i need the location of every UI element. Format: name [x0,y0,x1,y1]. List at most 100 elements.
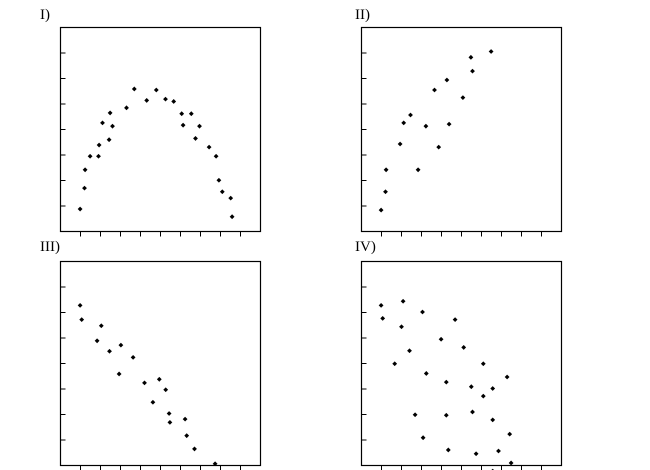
data-point-4-14 [445,447,451,453]
data-point-3-9 [142,380,147,386]
data-point-4-28 [508,460,514,466]
data-point-4-27 [507,431,513,437]
data-point-3-6 [116,371,122,377]
data-point-4-23 [490,386,496,391]
data-point-3-8 [130,354,136,360]
data-point-1-18 [180,122,186,128]
data-point-3-7 [118,342,124,348]
panel-label-4: IV) [355,239,376,255]
data-point-2-3 [383,167,389,173]
data-point-1-1 [77,206,83,212]
data-point-4-17 [468,384,474,390]
data-point-1-9 [107,110,113,116]
plot-frame-4 [360,260,563,467]
data-point-4-2 [380,315,386,321]
data-point-2-10 [436,144,442,150]
data-point-4-6 [407,348,412,354]
data-point-2-14 [468,54,474,60]
data-point-1-4 [87,153,93,159]
plot-frame-3 [59,260,262,467]
data-point-4-22 [490,417,496,423]
data-point-4-8 [420,435,426,441]
data-point-1-26 [228,195,234,201]
data-point-3-12 [163,387,169,393]
data-point-4-3 [392,361,398,367]
data-point-2-13 [460,95,466,101]
data-point-1-22 [206,144,212,150]
data-point-3-2 [79,317,85,323]
data-point-1-3 [82,167,88,173]
data-point-3-4 [98,323,104,329]
data-point-2-2 [383,189,388,195]
data-point-3-11 [156,376,162,382]
data-point-4-15 [452,317,458,323]
data-point-1-12 [131,86,137,92]
data-point-4-1 [378,302,384,308]
data-point-2-8 [423,123,429,129]
data-point-4-16 [461,345,467,350]
data-point-3-18 [212,461,218,467]
data-point-3-15 [182,416,188,422]
data-point-2-12 [446,121,452,127]
panel-4: IV) [355,239,563,470]
data-point-1-24 [216,177,222,183]
data-point-4-20 [480,361,486,367]
data-point-1-27 [229,214,235,220]
data-point-2-15 [470,68,475,74]
data-point-1-7 [100,120,105,126]
data-point-3-17 [192,446,197,452]
plot-frame-1 [59,26,262,233]
data-point-1-16 [171,99,177,104]
data-point-4-26 [504,374,510,380]
data-point-3-3 [94,338,100,344]
data-point-4-11 [438,336,444,342]
data-point-4-9 [420,309,425,315]
data-point-4-4 [399,324,404,330]
data-point-1-2 [82,185,87,191]
data-point-3-16 [184,433,190,439]
data-point-2-6 [408,112,413,118]
data-point-4-18 [470,409,475,415]
data-point-1-5 [96,153,101,159]
data-point-4-7 [412,412,418,418]
data-point-4-12 [443,379,449,385]
data-point-4-21 [480,393,486,399]
data-point-3-5 [107,348,112,354]
data-point-1-11 [124,105,129,111]
data-point-3-1 [77,302,83,308]
data-point-2-4 [397,141,403,147]
data-point-1-6 [96,142,102,148]
panel-2: II) [355,7,563,237]
panel-label-1: I) [40,7,50,23]
data-point-1-17 [179,111,185,117]
data-point-1-15 [163,96,168,102]
data-point-4-25 [496,448,501,454]
data-point-3-10 [150,399,156,405]
data-point-2-16 [488,49,494,54]
data-point-4-13 [443,412,449,418]
data-point-2-9 [432,87,437,93]
data-point-2-11 [444,77,450,83]
data-point-2-1 [378,207,384,213]
data-point-1-19 [188,111,194,117]
data-point-1-25 [219,189,225,195]
data-point-3-13 [166,411,172,416]
data-point-3-14 [167,420,173,425]
panel-label-3: III) [40,239,60,255]
data-point-1-8 [106,137,112,143]
data-point-4-19 [473,451,479,457]
data-point-2-7 [415,167,421,173]
panel-label-2: II) [355,7,370,23]
data-point-1-20 [193,136,198,141]
data-point-2-5 [401,120,407,126]
data-point-1-14 [153,87,159,93]
data-point-4-5 [400,298,406,304]
data-point-1-23 [213,153,219,159]
data-point-1-21 [197,123,202,129]
plot-frame-2 [360,26,563,233]
panel-1: I) [40,7,262,237]
data-point-4-10 [423,371,429,376]
panel-3: III) [40,239,262,470]
data-point-1-10 [110,123,115,129]
